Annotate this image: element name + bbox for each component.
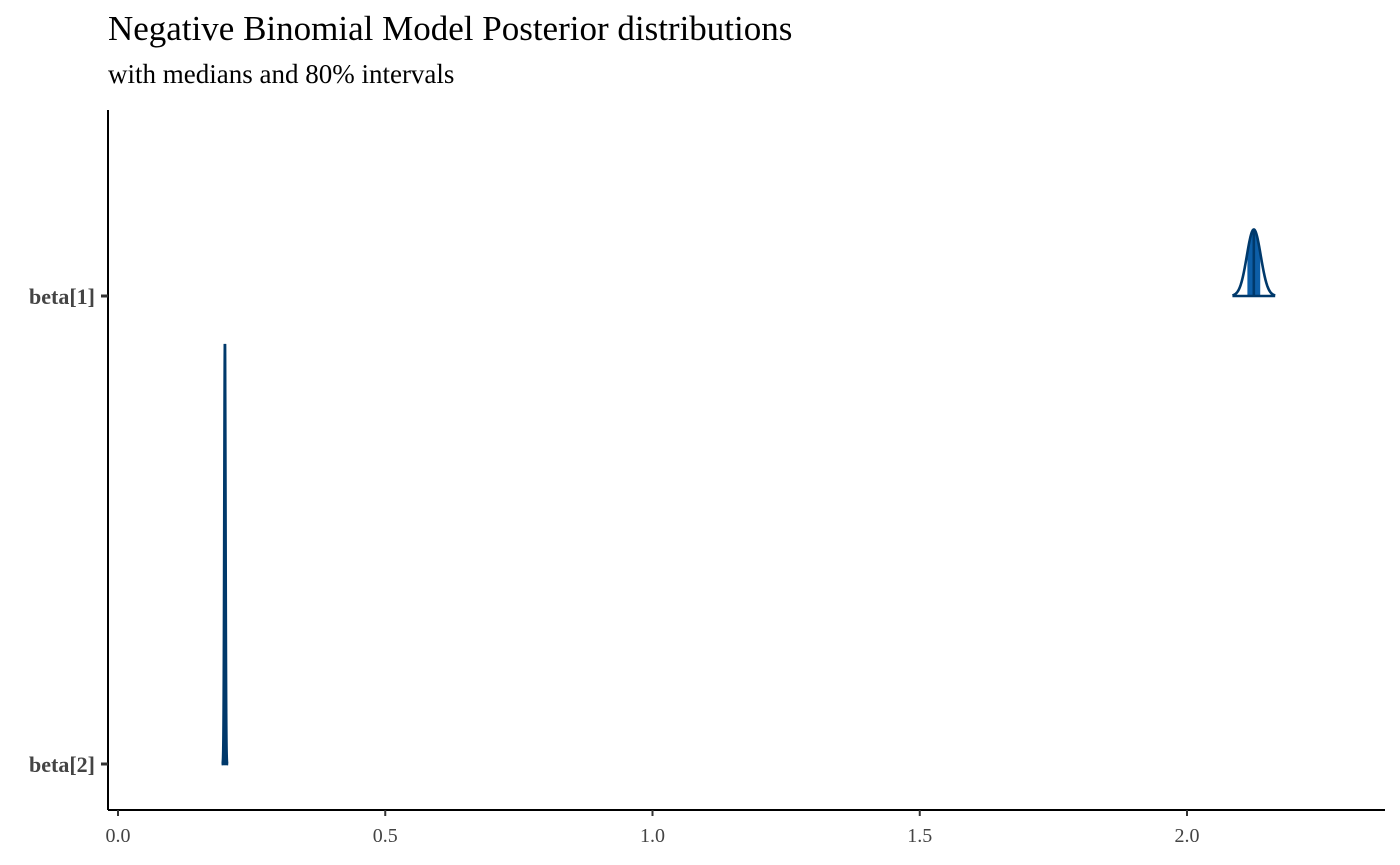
x-tick-label: 2.0 — [1175, 825, 1200, 847]
axes-layer: beta[1] beta[2] 0.0 0.5 1.0 1.5 2.0 — [29, 110, 1385, 847]
y-tick-label: beta[2] — [29, 752, 95, 777]
x-tick-label: 1.0 — [640, 825, 665, 847]
x-tick-label: 1.5 — [907, 825, 932, 847]
chart-title: Negative Binomial Model Posterior distri… — [108, 9, 793, 48]
y-tick-label: beta[1] — [29, 284, 95, 309]
chart-subtitle: with medians and 80% intervals — [108, 59, 455, 89]
x-tick-label: 0.5 — [373, 825, 398, 847]
x-tick-label: 0.0 — [106, 825, 131, 847]
density-beta1 — [1232, 228, 1276, 298]
density-beta2 — [221, 343, 229, 766]
densities-layer — [221, 228, 1276, 766]
